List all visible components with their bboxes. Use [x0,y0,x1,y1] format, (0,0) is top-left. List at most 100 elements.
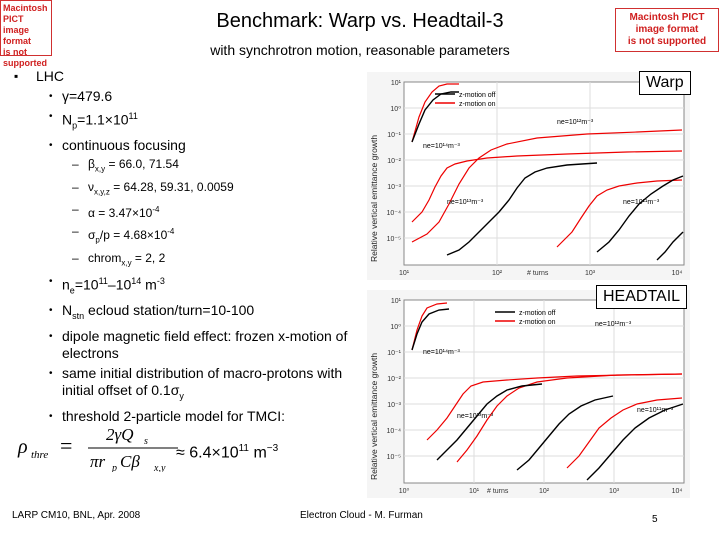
annot-ne12: ne=10¹²m⁻³ [557,119,594,126]
x-tick: 10³ [609,488,620,495]
y-tick: 10⁻⁴ [387,210,402,217]
warp-emittance-plot: Relative vertical emittance growth 10¹ 1… [367,72,690,280]
bullet-gamma: γ=479.6 [12,88,362,105]
annot-ne14: ne=10¹⁴m⁻³ [423,143,461,150]
footer-center: Electron Cloud - M. Furman [300,510,423,521]
curve-on-ne14 [411,83,459,143]
bullet-initial: same initial distribution of macro-proto… [12,365,362,405]
x-tick: 10³ [585,270,596,277]
pict-left-line: is not supported [3,47,47,68]
y-tick: 10⁻⁵ [387,236,401,243]
curve-on-ne13 [411,150,683,223]
warp-label: Warp [639,71,691,95]
y-tick: 10⁻² [387,376,401,383]
pict-right-line: image format [635,24,699,35]
x-tick: 10⁰ [399,487,410,495]
curve-off-ne11 [586,403,684,481]
z-motion-off-curves [411,308,684,481]
x-tick: 10¹ [399,270,410,277]
annot-ne12: ne=10¹²m⁻³ [595,321,632,328]
annot-ne13: ne=10¹³m⁻³ [447,199,484,206]
x-axis-label: # turns [487,488,509,495]
curve-off-ne12 [596,175,684,253]
y-tick: 10⁰ [390,105,401,113]
headtail-emittance-plot: Relative vertical emittance growth 10¹ 1… [367,290,690,498]
formula-den-sub2: x,y [153,463,166,472]
bullet-ne: ne=1011–1014 m-3 [12,273,362,299]
slide-subtitle: with synchrotron motion, reasonable para… [210,42,510,58]
y-tick: 10⁻⁴ [387,428,402,435]
formula-numerator: 2γQ [106,425,133,444]
annot-ne11: ne=10¹¹m⁻³ [637,407,674,414]
bullet-beta: βx,y = 66.0, 71.54 [12,157,362,176]
bullet-nstn: Nstn ecloud station/turn=10-100 [12,302,362,325]
pict-left-line: image format [3,25,32,46]
x-tick: 10² [539,488,550,495]
curve-off-ne13 [446,162,598,256]
y-tick: 10⁰ [390,323,401,331]
bullet-dipole: dipole magnetic field effect: frozen x-m… [12,328,362,362]
curve-off-ne12 [516,395,614,471]
curve-on-ne13 [426,373,683,441]
x-tick: 10⁴ [672,488,683,495]
y-tick: 10⁻¹ [387,350,401,357]
formula-result: ≈ 6.4×1011 m−3 [176,443,279,462]
pict-left-line: Macintosh PICT [3,3,48,24]
pict-placeholder-left: Macintosh PICT image format is not suppo… [0,0,52,68]
formula-equals: = [60,433,72,458]
bullet-sigma: σp/p = 4.68×10-4 [12,224,362,247]
z-motion-on-curves [411,302,683,469]
curve-off-ne11 [656,231,684,261]
curve-off-ne14 [411,308,450,351]
annot-ne14: ne=10¹⁴m⁻³ [423,349,461,356]
pict-right-line: Macintosh PICT [629,12,705,23]
z-motion-off-curves [411,91,684,261]
y-tick: 10⁻¹ [387,132,401,139]
z-motion-on-curves [411,83,683,248]
legend-off-label: z-motion off [459,92,495,99]
y-tick: 10⁻² [387,158,401,165]
headtail-label: HEADTAIL [596,285,688,309]
pict-placeholder-right: Macintosh PICT image format is not suppo… [615,8,719,52]
bullet-alpha: α = 3.47×10-4 [12,202,362,221]
x-tick: 10¹ [469,488,480,495]
slide-title: Benchmark: Warp vs. Headtail-3 [216,10,504,32]
annot-ne11: ne=10¹¹m⁻³ [623,199,660,206]
tmci-threshold-formula: ρ thre = 2γQ s πr p Cβ x,y [17,425,178,472]
formula-den-b: Cβ [120,452,140,471]
bullet-focusing: continuous focusing [12,137,362,154]
footer-left: LARP CM10, BNL, Apr. 2008 [12,510,141,521]
bullet-chrom: chromx,y = 2, 2 [12,251,362,270]
y-axis-label: Relative vertical emittance growth [369,135,379,262]
legend-on-label: z-motion on [519,319,556,326]
y-tick: 10⁻⁵ [387,454,401,461]
curve-on-ne14 [411,302,448,351]
plot-area [403,81,685,266]
bullet-list: LHC γ=479.6 Np=1.1×1011 continuous focus… [12,68,362,428]
curve-off-ne14 [411,91,459,143]
x-axis-label: # turns [527,270,549,277]
curve-on-ne12 [411,129,683,243]
curve-on-ne12 [456,373,683,463]
curve-on-ne11 [566,397,683,469]
curve-off-ne13 [436,383,543,461]
bullet-np: Np=1.1×1011 [12,108,362,134]
page-number: 5 [652,514,658,525]
legend-on-label: z-motion on [459,101,496,108]
bullet-threshold: threshold 2-particle model for TMCI: [12,408,362,425]
y-tick: 10¹ [391,298,402,305]
formula-num-sub: s [144,436,148,447]
y-axis-label: Relative vertical emittance growth [369,353,379,480]
formula-den-a: πr [90,452,106,471]
legend-off-label: z-motion off [519,310,555,317]
annot-ne13: ne=10¹³m⁻³ [457,413,494,420]
y-tick: 10¹ [391,80,402,87]
bullet-lhc: LHC [12,68,362,85]
formula-lhs-sub: thre [31,449,48,461]
formula-lhs: ρ [17,436,28,458]
formula-den-sub1: p [111,463,117,472]
curve-on-ne11 [556,179,683,248]
pict-right-line: is not supported [627,36,707,47]
x-tick: 10⁴ [672,270,683,277]
y-tick: 10⁻³ [387,184,401,191]
